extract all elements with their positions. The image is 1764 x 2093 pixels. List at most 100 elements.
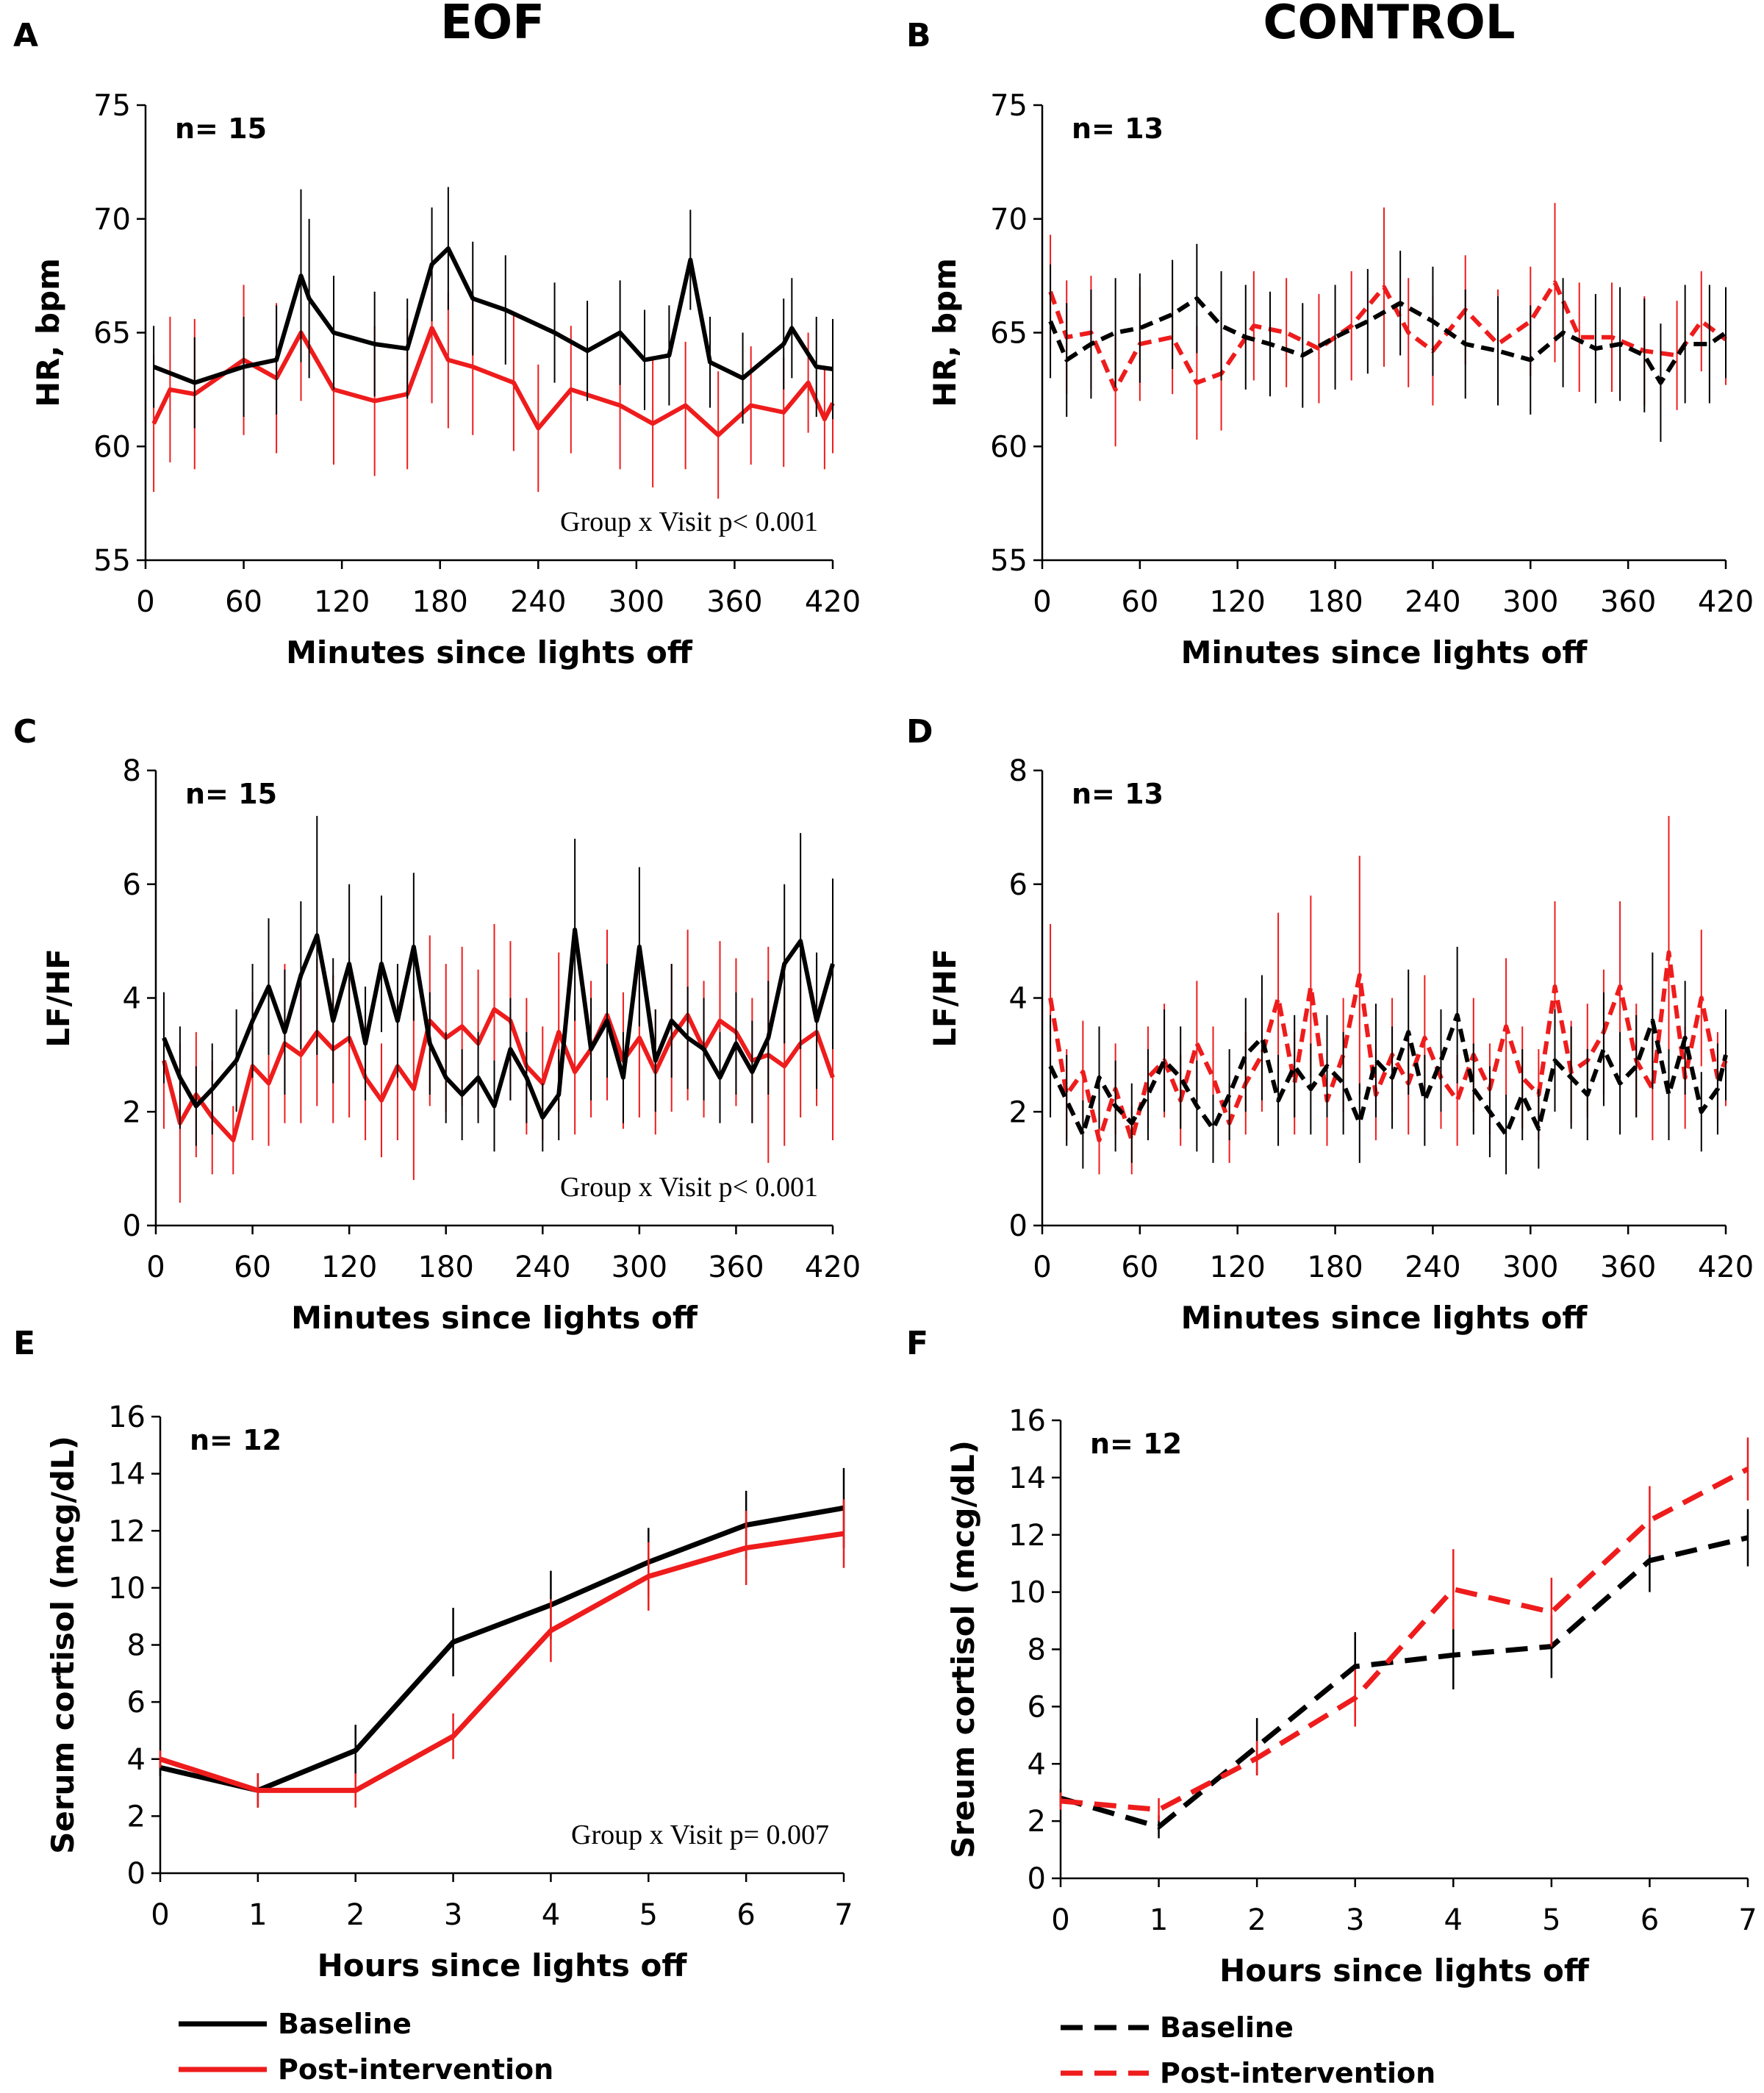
x-tick-label: 300 [609, 585, 664, 619]
x-tick-label: 0 [136, 585, 154, 619]
x-axis-title: Minutes since lights off [1181, 1300, 1588, 1336]
y-axis-title: HR, bpm [30, 258, 66, 407]
sample-size-label: n= 13 [1072, 112, 1164, 145]
series-line [1048, 950, 1728, 1142]
series-baseline [1059, 1509, 1749, 1839]
x-tick-label: 5 [1542, 1903, 1560, 1937]
series-post-intervention [1059, 1437, 1749, 1822]
y-axis-title: LF/HF [40, 948, 76, 1048]
x-tick-label: 240 [510, 585, 566, 619]
series-post-intervention [151, 253, 835, 499]
sample-size-label: n= 13 [1072, 778, 1164, 810]
x-tick-label: 180 [1307, 1251, 1363, 1284]
y-tick-label: 0 [1009, 1209, 1028, 1243]
series-line [1060, 1535, 1749, 1830]
x-tick-label: 60 [1121, 1251, 1158, 1284]
x-tick-label: 420 [805, 1251, 861, 1284]
x-tick-label: 300 [612, 1251, 667, 1284]
y-tick-label: 16 [1008, 1404, 1046, 1438]
y-tick-label: 55 [990, 544, 1028, 578]
y-tick-label: 0 [1028, 1862, 1046, 1896]
y-tick-label: 8 [123, 754, 141, 788]
panel-B: B 55 60 65 70 75 0 60 120 180 240 300 360 420 Minutes … [906, 17, 1754, 670]
y-axis-title: HR, bpm [927, 258, 963, 407]
x-tick-label: 420 [1698, 1251, 1754, 1284]
sample-size-label: n= 12 [190, 1424, 282, 1456]
x-tick-label: 60 [234, 1251, 271, 1284]
series-line [151, 326, 835, 437]
x-axis-title: Minutes since lights off [1181, 634, 1588, 670]
x-tick-label: 60 [225, 585, 262, 619]
y-tick-label: 8 [127, 1629, 146, 1663]
x-axis-title: Minutes since lights off [291, 1300, 698, 1336]
series-baseline [153, 187, 833, 429]
x-tick-label: 180 [412, 585, 468, 619]
y-tick-label: 75 [990, 89, 1028, 123]
y-tick-label: 4 [127, 1743, 146, 1777]
series-post-intervention [159, 1499, 845, 1808]
panel-D: D 0 2 4 6 8 0 60 120 180 240 300 360 420 Minutes since… [906, 713, 1754, 1336]
series-line [153, 246, 833, 385]
x-axis-title: Hours since lights off [318, 1947, 688, 1983]
y-tick-label: 4 [123, 982, 141, 1016]
x-axis-title: Minutes since lights off [286, 634, 693, 670]
y-tick-label: 2 [1028, 1805, 1046, 1839]
panel-letter: C [13, 713, 37, 751]
panel-C: C 0 2 4 6 8 0 60 120 180 240 300 360 420 Minutes since… [13, 713, 861, 1336]
y-tick-label: 14 [108, 1458, 146, 1492]
series-line [162, 927, 835, 1120]
series-line [159, 1505, 845, 1793]
y-tick-label: 75 [93, 89, 131, 123]
sample-size-label: n= 15 [185, 778, 277, 810]
y-tick-label: 65 [93, 317, 131, 351]
legend-label-post-intervention: Post-intervention [278, 2053, 553, 2086]
y-tick-label: 70 [990, 203, 1028, 237]
panel-letter: E [13, 1325, 35, 1362]
x-tick-label: 7 [834, 1898, 853, 1932]
column-title-control: CONTROL [1263, 0, 1515, 50]
panel-A: A 55 60 65 70 75 0 60 120 180 240 300 360 420 Minutes … [13, 17, 861, 670]
series-post-intervention [162, 923, 835, 1203]
x-tick-label: 420 [1698, 585, 1754, 619]
series-baseline [159, 1467, 845, 1808]
y-tick-label: 6 [1028, 1690, 1046, 1724]
x-tick-label: 420 [805, 585, 861, 619]
x-tick-label: 360 [708, 1251, 764, 1284]
y-axis-title: Sreum cortisol (mcg/dL) [945, 1440, 981, 1858]
legend-label-post-intervention: Post-intervention [1160, 2057, 1435, 2089]
panel-letter: D [906, 713, 933, 751]
y-tick-label: 12 [1008, 1519, 1046, 1553]
series-baseline [1048, 946, 1728, 1175]
x-tick-label: 300 [1502, 585, 1558, 619]
y-tick-label: 10 [1008, 1576, 1046, 1610]
legend-eof: Baseline Post-intervention [179, 2008, 553, 2086]
y-tick-label: 4 [1009, 982, 1028, 1016]
x-tick-label: 300 [1502, 1251, 1558, 1284]
x-tick-label: 0 [146, 1251, 165, 1284]
y-tick-label: 0 [123, 1209, 141, 1243]
y-axis-title: Serum cortisol (mcg/dL) [45, 1436, 81, 1854]
x-tick-label: 2 [1247, 1903, 1266, 1937]
legend-label-baseline: Baseline [1160, 2011, 1294, 2044]
y-tick-label: 6 [127, 1686, 146, 1720]
x-tick-label: 240 [1405, 1251, 1460, 1284]
y-tick-label: 2 [123, 1095, 141, 1129]
x-tick-label: 360 [1600, 1251, 1656, 1284]
x-tick-label: 1 [248, 1898, 267, 1932]
y-tick-label: 55 [93, 544, 131, 578]
y-tick-label: 16 [108, 1400, 146, 1434]
x-tick-label: 0 [1033, 1251, 1051, 1284]
y-tick-label: 2 [1009, 1095, 1028, 1129]
x-tick-label: 0 [151, 1898, 169, 1932]
series-baseline [162, 815, 835, 1152]
x-tick-label: 3 [1346, 1903, 1364, 1937]
x-tick-label: 180 [418, 1251, 474, 1284]
x-tick-label: 360 [1600, 585, 1656, 619]
y-tick-label: 60 [93, 430, 131, 464]
x-tick-label: 120 [314, 585, 370, 619]
y-tick-label: 12 [108, 1514, 146, 1548]
